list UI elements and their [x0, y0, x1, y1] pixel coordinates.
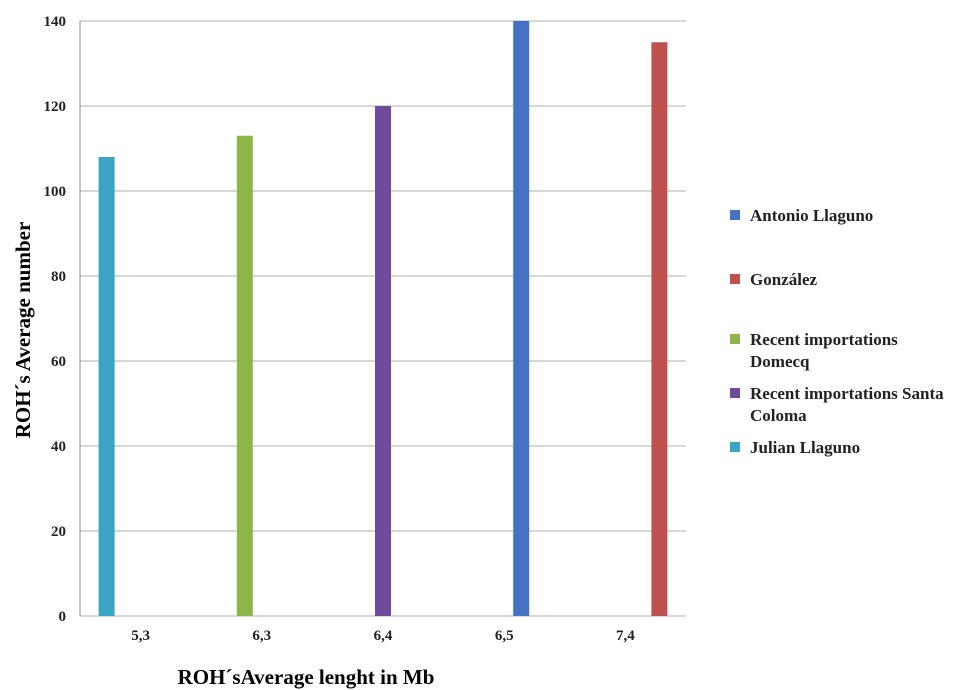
x-axis-title: ROH´sAverage lenght in Mb [178, 665, 435, 689]
legend-label: Recent importations Domecq [750, 330, 898, 371]
legend-swatch [730, 334, 740, 344]
legend-label: Antonio Llaguno [750, 206, 874, 225]
y-tick-label: 120 [44, 99, 67, 115]
legend-item-antonio-llaguno: Antonio Llaguno [730, 205, 964, 227]
legend-item-gonzalez: González [730, 269, 964, 291]
x-tick-label: 6,4 [374, 628, 393, 644]
legend-swatch [730, 274, 740, 284]
y-tick-label: 0 [59, 609, 67, 625]
bar-recent-importations-domecq [236, 135, 253, 616]
legend: Antonio Llaguno González Recent importat… [730, 205, 964, 459]
y-tick-label: 60 [51, 354, 66, 370]
legend-item-recent-importations-domecq: Recent importations Domecq [730, 329, 940, 373]
y-tick-labels: 0 20 40 60 80 100 120 140 [44, 14, 67, 625]
x-tick-label: 5,3 [131, 628, 150, 644]
y-tick-label: 20 [51, 524, 66, 540]
y-tick-label: 40 [51, 439, 66, 455]
y-tick-label: 100 [44, 184, 67, 200]
x-tick-label: 7,4 [616, 628, 635, 644]
bar-gonz-lez [651, 42, 668, 616]
y-tick-label: 80 [51, 269, 66, 285]
legend-label: Recent importations Santa Coloma [750, 384, 944, 425]
legend-item-julian-llaguno: Julian Llaguno [730, 437, 964, 459]
bars [98, 21, 668, 616]
legend-swatch [730, 442, 740, 452]
legend-swatch [730, 388, 740, 398]
x-tick-labels: 5,3 6,3 6,4 6,5 7,4 [131, 628, 635, 644]
y-axis-title: ROH´s Average number [11, 222, 35, 439]
legend-item-recent-importations-santa-coloma: Recent importations Santa Coloma [730, 383, 950, 427]
x-tick-label: 6,3 [252, 628, 271, 644]
bar-julian-llaguno [98, 157, 115, 616]
legend-label: Julian Llaguno [750, 438, 861, 457]
x-tick-label: 6,5 [495, 628, 514, 644]
legend-label: González [750, 270, 818, 289]
y-tick-label: 140 [44, 14, 67, 30]
legend-swatch [730, 210, 740, 220]
bar-antonio-llaguno [513, 21, 530, 616]
bar-recent-importations-santa-coloma [375, 106, 391, 616]
